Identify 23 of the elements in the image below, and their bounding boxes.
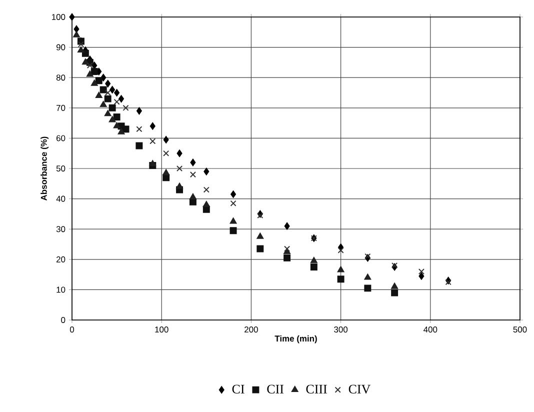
legend-label: CI: [232, 384, 244, 394]
x-tick-label: 500: [513, 326, 527, 332]
y-tick-label: 80: [56, 74, 66, 81]
y-tick-label: 50: [56, 166, 66, 172]
legend-label: CIII: [306, 384, 327, 394]
legend-label: CIV: [348, 384, 370, 394]
y-tick-label: 20: [56, 256, 66, 262]
x-tick-label: 200: [244, 326, 258, 332]
y-tick-label: 0: [61, 317, 66, 323]
y-tick-label: 60: [56, 135, 66, 142]
y-tick-label: 10: [56, 286, 66, 293]
x-tick-label: 400: [424, 326, 438, 332]
y-tick-label: 30: [56, 226, 66, 232]
y-tick-label: 70: [56, 104, 66, 111]
y-tick-label: 90: [56, 44, 66, 50]
x-tick-label: 100: [155, 326, 168, 332]
y-axis-title: Absorbance (%): [40, 136, 48, 201]
legend-label: CII: [267, 384, 284, 394]
x-tick-label: 0: [70, 326, 74, 332]
x-axis-title: Time (min): [274, 335, 317, 344]
y-tick-label: 40: [56, 196, 66, 202]
x-tick-label: 300: [334, 326, 348, 332]
y-tick-label: 100: [52, 14, 66, 20]
